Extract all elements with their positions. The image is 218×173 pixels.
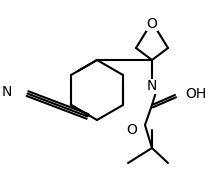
Text: N: N xyxy=(147,80,157,93)
Text: N: N xyxy=(2,84,12,98)
Text: O: O xyxy=(146,16,157,30)
Text: O: O xyxy=(126,124,137,138)
Text: OH: OH xyxy=(185,88,206,102)
